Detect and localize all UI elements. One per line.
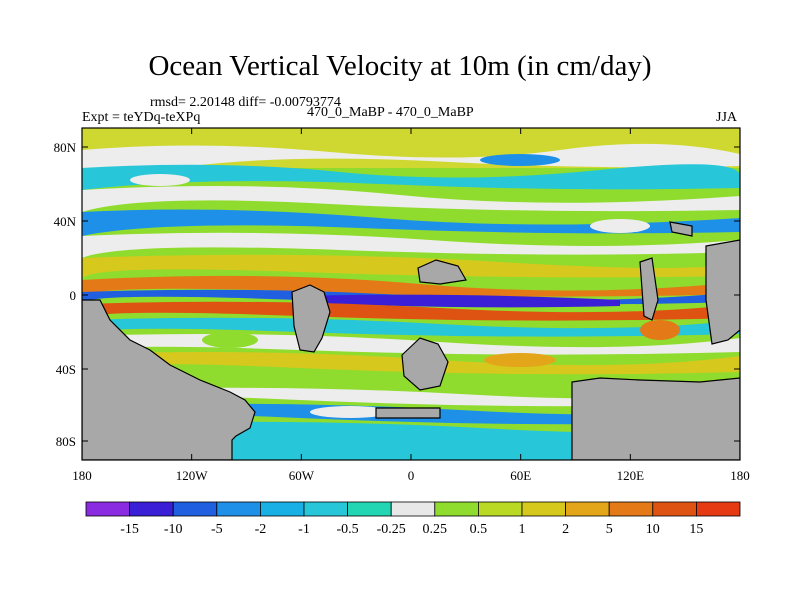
colorbar: -15 -10 -5 -2 -1 -0.5 -0.25 0.25 0.5 1 2 5 10 15 — [85, 501, 741, 537]
land-east-coast — [705, 239, 740, 345]
experiment-label: Expt = teYDq-teXPq — [82, 110, 201, 125]
field-patch — [82, 317, 740, 337]
land-east-strip — [639, 257, 659, 321]
map-title: Ocean Vertical Velocity at 10m (in cm/da… — [148, 50, 652, 82]
land-island-central — [401, 337, 449, 391]
field-patch — [82, 275, 740, 297]
land-island-west — [291, 284, 331, 353]
field-patch — [484, 353, 556, 367]
colorbar-swatch — [129, 501, 174, 517]
land-masses — [82, 221, 740, 460]
colorbar-swatch — [172, 501, 218, 517]
y-tick-label: 0 — [70, 288, 77, 303]
x-tick-label: 120E — [617, 468, 645, 483]
colorbar-swatch — [652, 501, 697, 517]
colorbar-label: -10 — [164, 522, 183, 537]
x-tick-label: 180 — [72, 468, 92, 483]
colorbar-label: -0.25 — [377, 522, 406, 537]
colorbar-label: -1 — [298, 522, 310, 537]
colorbar-label: 10 — [646, 522, 660, 537]
colorbar-label: 1 — [519, 522, 526, 537]
field-patch — [202, 332, 258, 348]
field-patch — [590, 219, 650, 233]
stats-label: rmsd= 2.20148 diff= -0.00793774 — [150, 95, 341, 110]
season-label: JJA — [716, 110, 738, 125]
x-tick-label: 0 — [408, 468, 415, 483]
field-patch — [82, 143, 740, 168]
colorbar-swatch — [477, 501, 523, 517]
colorbar-swatch — [259, 501, 305, 517]
x-tick-label: 180 — [730, 468, 750, 483]
colorbar-swatch — [608, 501, 654, 517]
runs-label: 470_0_MaBP - 470_0_MaBP — [307, 105, 474, 120]
y-tick-label: 80S — [56, 434, 76, 449]
colorbar-label: -0.5 — [337, 522, 359, 537]
colorbar-swatch — [696, 501, 741, 517]
colorbar-label: -15 — [120, 522, 139, 537]
colorbar-swatch — [303, 501, 348, 517]
field-patch — [82, 254, 740, 280]
colorbar-swatch — [216, 501, 261, 517]
colorbar-label: -2 — [255, 522, 267, 537]
colorbar-label: 0.25 — [423, 522, 448, 537]
colorbar-label: 0.5 — [470, 522, 488, 537]
colorbar-swatch — [565, 501, 610, 517]
land-south-strip — [375, 407, 441, 419]
y-axis: 80N 40N 0 40S 80S — [54, 140, 740, 449]
x-tick-label: 60W — [289, 468, 315, 483]
colorbar-label: -5 — [211, 522, 223, 537]
field-patch — [480, 154, 560, 166]
field-patch — [82, 164, 740, 190]
colorbar-swatch — [521, 501, 566, 517]
field-patch — [82, 186, 740, 212]
land-ne-island — [669, 221, 693, 237]
colorbar-label: 15 — [689, 522, 703, 537]
colorbar-label: 5 — [606, 522, 613, 537]
field-patch — [300, 294, 620, 308]
y-tick-label: 80N — [54, 140, 77, 155]
field-patch — [130, 174, 190, 186]
land-antarctic-east — [571, 377, 740, 460]
field-patch — [82, 232, 740, 258]
x-tick-label: 60E — [510, 468, 531, 483]
velocity-field — [82, 128, 740, 460]
field-patch — [82, 209, 740, 236]
field-patch — [640, 320, 680, 340]
x-tick-label: 120W — [176, 468, 209, 483]
land-south-america — [82, 299, 256, 460]
colorbar-label: 2 — [562, 522, 569, 537]
land-north-block — [417, 259, 467, 285]
x-axis: 180 120W 60W 0 60E 120E 180 — [72, 128, 750, 483]
field-patch — [310, 406, 390, 418]
colorbar-swatch — [434, 501, 479, 517]
y-tick-label: 40N — [54, 214, 77, 229]
y-tick-label: 40S — [56, 362, 76, 377]
colorbar-swatch — [347, 501, 392, 517]
field-patch — [82, 301, 740, 321]
colorbar-swatch — [390, 501, 436, 517]
colorbar-swatch — [85, 501, 130, 517]
